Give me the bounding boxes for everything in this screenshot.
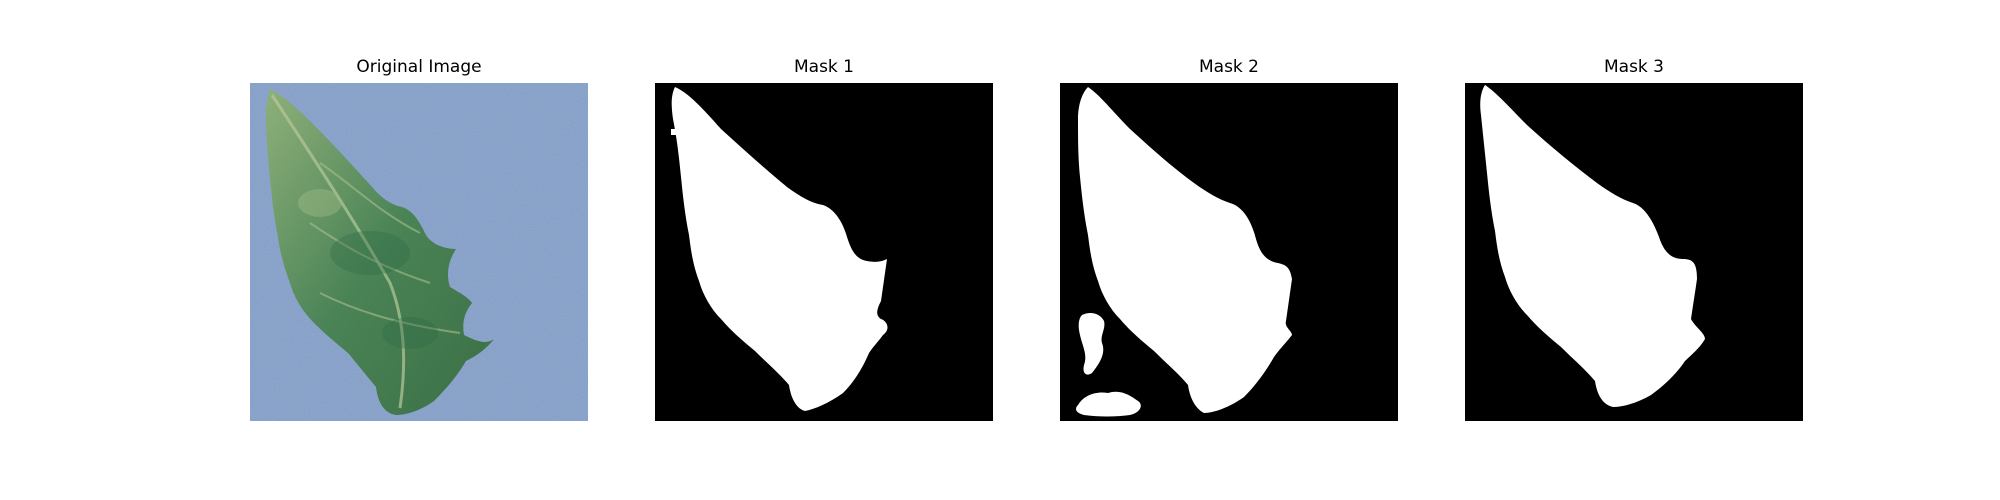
mask-2-blob-left	[1078, 313, 1105, 375]
mask-3-image	[1465, 83, 1803, 421]
mask-3-region	[1480, 85, 1705, 407]
mask-2-region	[1078, 87, 1292, 413]
mask-1-panel	[655, 83, 993, 421]
original-image-panel	[250, 83, 588, 421]
original-image	[250, 83, 588, 421]
panel-title-mask-2: Mask 2	[1198, 57, 1259, 77]
mask-2-panel	[1060, 83, 1398, 421]
mask-2-image	[1060, 83, 1398, 421]
panel-title-original: Original Image	[356, 57, 482, 77]
mask-1-region	[671, 87, 888, 411]
panel-title-mask-3: Mask 3	[1603, 57, 1664, 77]
panel-title-mask-1: Mask 1	[793, 57, 854, 77]
mask-3-panel	[1465, 83, 1803, 421]
mask-1-image	[655, 83, 993, 421]
mask-2-blob-bottom	[1076, 391, 1141, 417]
